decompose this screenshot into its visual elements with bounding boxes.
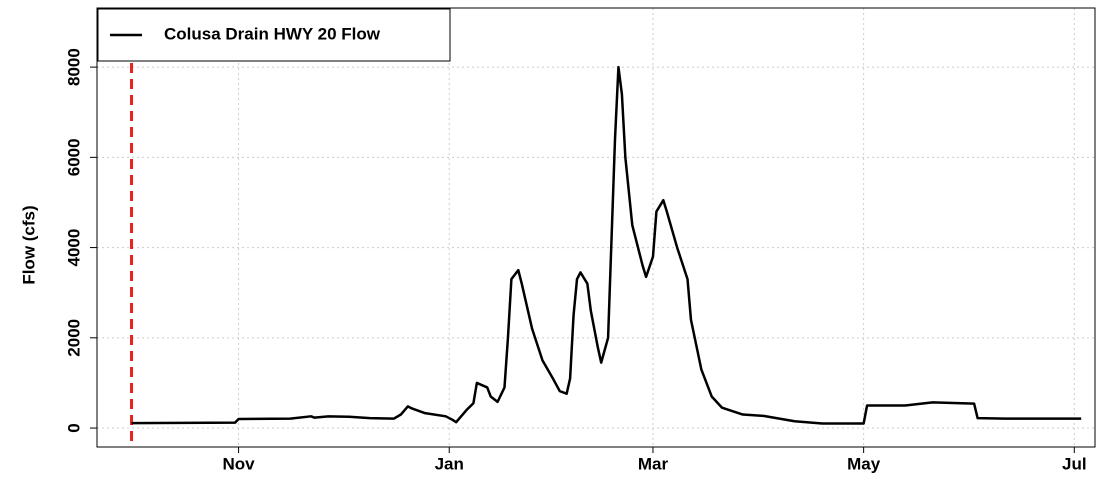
legend-label: Colusa Drain HWY 20 Flow [164,24,381,43]
x-tick-label: Nov [223,454,256,473]
x-tick-label: Mar [638,454,669,473]
x-tick-label: Jul [1062,454,1087,473]
data-line [131,65,1082,425]
x-tick-label: May [847,454,881,473]
plot-frame [96,7,1096,448]
y-axis-label: Flow (cfs) [19,205,38,284]
x-tick-label: Jan [435,454,464,473]
legend-box [97,8,451,62]
y-tick-label: 2000 [64,319,83,357]
y-tick-label: 8000 [64,48,83,86]
y-tick-label: 4000 [64,229,83,267]
y-tick-label: 0 [64,423,83,432]
y-tick-label: 6000 [64,138,83,176]
